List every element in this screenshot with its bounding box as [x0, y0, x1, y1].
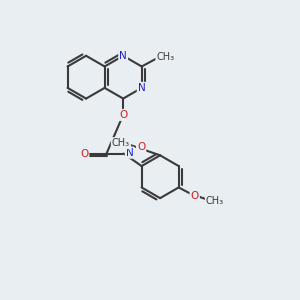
Text: O: O	[80, 148, 88, 159]
Text: O: O	[190, 191, 199, 201]
Text: CH₃: CH₃	[206, 196, 224, 206]
Text: O: O	[137, 142, 145, 152]
Text: H: H	[135, 142, 141, 151]
Text: N: N	[138, 83, 146, 93]
Text: N: N	[119, 51, 127, 61]
Text: N: N	[126, 148, 134, 158]
Text: CH₃: CH₃	[156, 52, 175, 62]
Text: O: O	[119, 110, 127, 120]
Text: CH₃: CH₃	[112, 138, 130, 148]
